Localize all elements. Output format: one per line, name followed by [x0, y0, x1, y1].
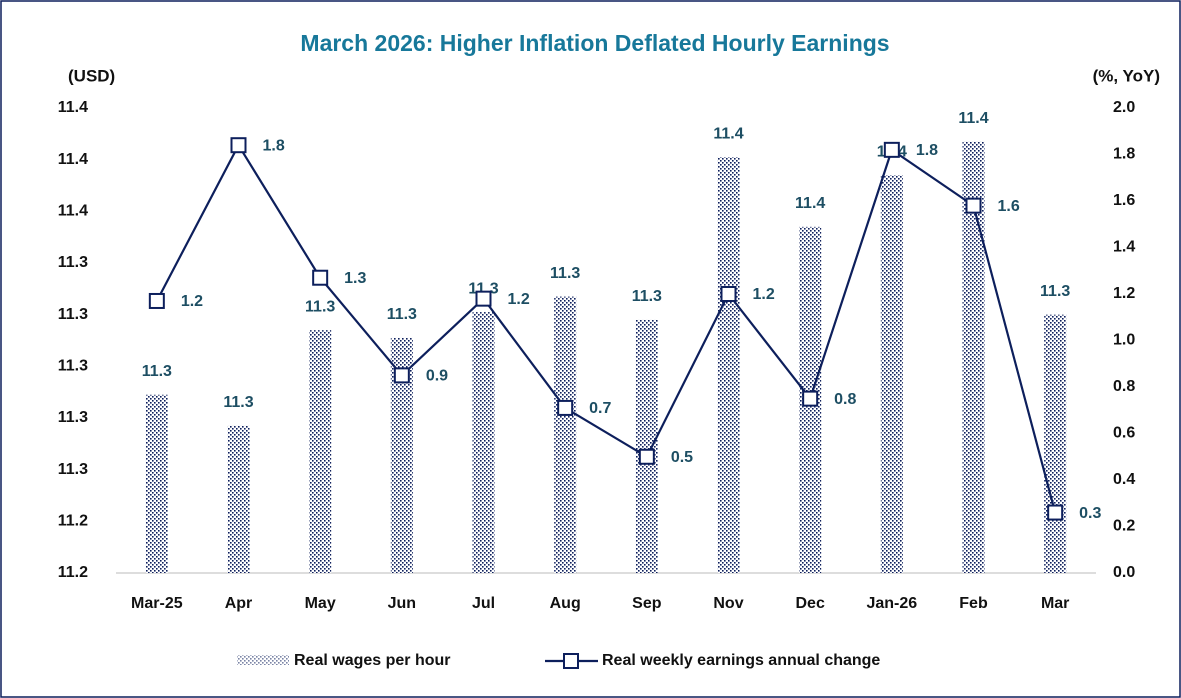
x-tick-label: Jan-26	[866, 595, 917, 612]
y2-tick-label: 0.6	[1113, 425, 1135, 442]
y2-tick-label: 1.6	[1113, 192, 1135, 209]
y-tick-label: 11.4	[58, 151, 88, 168]
line-marker	[393, 367, 410, 384]
y-tick-label: 11.4	[58, 203, 88, 220]
bar	[390, 337, 413, 573]
bar	[1044, 314, 1067, 573]
y2-axis-label: (%, YoY)	[1093, 66, 1160, 85]
y2-tick-label: 1.8	[1113, 146, 1135, 163]
line-marker	[965, 197, 982, 214]
line-value-label: 0.9	[426, 368, 448, 385]
y-tick-label: 11.3	[58, 409, 88, 426]
line-value-label: 0.7	[589, 400, 611, 417]
x-tick-label: Dec	[795, 595, 824, 612]
y-tick-label: 11.2	[58, 564, 88, 581]
y2-tick-label: 1.0	[1113, 332, 1135, 349]
y-tick-label: 11.3	[58, 306, 88, 323]
bar-value-label: 11.3	[305, 298, 335, 315]
x-tick-label: Mar-25	[131, 595, 183, 612]
bar-value-label: 11.3	[142, 363, 172, 380]
y-tick-label: 11.3	[58, 254, 88, 271]
line	[155, 142, 1057, 513]
bar	[635, 319, 658, 573]
legend-swatch	[237, 655, 289, 665]
x-tick-label: May	[305, 595, 336, 612]
x-tick-label: Mar	[1041, 595, 1069, 612]
line-value-label: 1.8	[263, 137, 285, 154]
chart-title: March 2026: Higher Inflation Deflated Ho…	[300, 30, 889, 56]
x-tick-label: Apr	[225, 595, 253, 612]
line-marker	[802, 390, 819, 407]
bar	[145, 394, 168, 573]
legend-label: Real weekly earnings annual change	[602, 652, 880, 669]
legend-label: Real wages per hour	[294, 652, 451, 669]
x-tick-label: Nov	[713, 595, 743, 612]
line-marker	[148, 292, 165, 309]
bar-value-label: 11.3	[387, 306, 417, 323]
y2-tick-label: 0.8	[1113, 378, 1135, 395]
bar	[962, 141, 985, 574]
x-tick-label: Jun	[388, 595, 416, 612]
line-value-label: 0.8	[834, 391, 856, 408]
line-value-label: 0.3	[1079, 505, 1101, 522]
y2-tick-label: 0.2	[1113, 518, 1135, 535]
line-value-label: 1.2	[753, 286, 775, 303]
bar	[554, 296, 577, 573]
x-tick-label: Aug	[550, 595, 581, 612]
line-marker	[230, 137, 247, 154]
line-value-label: 1.6	[998, 198, 1020, 215]
y2-tick-label: 2.0	[1113, 99, 1135, 116]
x-tick-label: Jul	[472, 595, 495, 612]
x-tick-label: Sep	[632, 595, 662, 612]
y2-tick-label: 0.0	[1113, 564, 1135, 581]
line-marker	[312, 269, 329, 286]
y-tick-label: 11.3	[58, 358, 88, 375]
legend-marker	[563, 653, 579, 669]
line-marker	[883, 141, 900, 158]
bar-value-label: 11.4	[795, 195, 825, 212]
y2-tick-label: 1.4	[1113, 239, 1135, 256]
y2-tick-label: 1.2	[1113, 285, 1135, 302]
line-marker	[1047, 504, 1064, 521]
y-tick-label: 11.3	[58, 461, 88, 478]
bar-value-label: 11.4	[958, 110, 988, 127]
line-value-label: 0.5	[671, 449, 693, 466]
bar	[880, 175, 903, 573]
line-marker	[720, 286, 737, 302]
line-value-label: 1.2	[508, 291, 530, 308]
bar	[309, 330, 332, 573]
bar-value-label: 11.3	[632, 288, 662, 305]
line-value-label: 1.2	[181, 293, 203, 310]
y-axis-label: (USD)	[68, 66, 115, 85]
y2-tick-label: 0.4	[1113, 471, 1135, 488]
bar	[717, 157, 740, 574]
bar-value-label: 11.4	[713, 125, 743, 142]
line-marker	[475, 290, 492, 307]
bar	[472, 312, 495, 573]
bar-value-label: 11.3	[223, 394, 253, 411]
bar	[227, 425, 250, 573]
bar-value-label: 11.3	[550, 265, 580, 282]
bar-value-label: 11.3	[1040, 283, 1070, 300]
y-tick-label: 11.4	[58, 99, 88, 116]
x-tick-label: Feb	[959, 595, 988, 612]
line-marker	[638, 448, 655, 465]
line-marker	[557, 399, 574, 416]
line-value-label: 1.8	[916, 142, 938, 159]
line-value-label: 1.3	[344, 270, 366, 287]
y-tick-label: 11.2	[58, 513, 88, 530]
